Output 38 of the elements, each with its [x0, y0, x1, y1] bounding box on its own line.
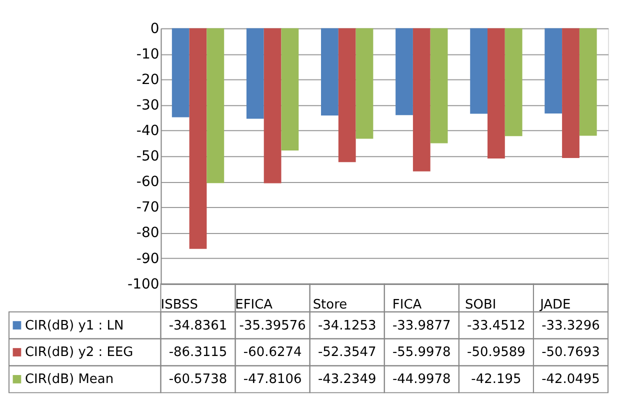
data-label: -44.9978 [392, 372, 451, 388]
x-tick-label: SOBI [465, 297, 496, 312]
data-label: -33.9877 [392, 318, 451, 334]
data-label: -33.4512 [467, 318, 526, 334]
y-tick-label: 0 [150, 20, 160, 37]
y-tick-label: -60 [136, 174, 160, 190]
data-label: -50.7693 [542, 345, 600, 360]
y-tick-label: -20 [136, 72, 160, 88]
data-label: -60.5738 [168, 372, 228, 388]
y-tick-label: -50 [136, 148, 160, 165]
x-tick-label: EFICA [235, 297, 273, 312]
data-label: -47.8106 [243, 372, 302, 388]
data-label: -42.0495 [542, 372, 600, 388]
x-tick-label: ISBSS [160, 297, 198, 312]
x-tick-label: FICA [392, 297, 422, 312]
data-label: -50.9589 [467, 345, 526, 360]
data-label: -86.3115 [168, 345, 228, 360]
data-label: -33.3296 [542, 318, 600, 334]
x-tick-label: JADE [539, 297, 571, 312]
x-tick-label: Store [312, 297, 348, 312]
data-label: -52.3547 [318, 345, 376, 360]
y-tick-label: -100 [128, 276, 160, 292]
legend-label: CIR(dB) y2 : EEG [24, 345, 134, 360]
data-label: -34.1253 [318, 318, 376, 334]
y-tick-label: -30 [136, 97, 160, 114]
data-label: -60.6274 [243, 345, 302, 360]
y-tick-label: -40 [136, 123, 160, 140]
data-label: -43.2349 [318, 372, 376, 388]
y-tick-label: -90 [136, 250, 160, 267]
data-label: -34.8361 [168, 318, 228, 334]
data-label: -55.9978 [392, 345, 451, 360]
data-label: -35.39576 [239, 318, 306, 334]
data-label: -42.195 [471, 372, 522, 388]
y-tick-label: -70 [136, 200, 160, 216]
y-tick-label: -10 [136, 46, 160, 62]
legend-label: CIR(dB) y1 : LN [24, 318, 124, 334]
y-tick-label: -80 [136, 225, 160, 242]
legend-label: CIR(dB) Mean [24, 372, 114, 388]
